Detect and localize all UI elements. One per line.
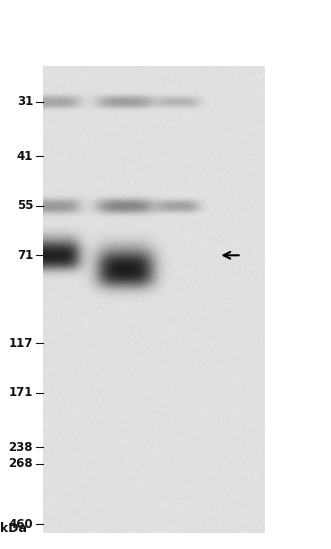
Text: 460: 460 [9,518,33,531]
Text: 238: 238 [9,441,33,454]
Text: kDa: kDa [0,522,27,535]
Text: 268: 268 [9,457,33,470]
Text: 41: 41 [17,150,33,163]
Text: 31: 31 [17,95,33,108]
Text: 71: 71 [17,249,33,262]
Text: 171: 171 [9,386,33,399]
Text: 55: 55 [17,199,33,212]
Text: 117: 117 [9,337,33,350]
